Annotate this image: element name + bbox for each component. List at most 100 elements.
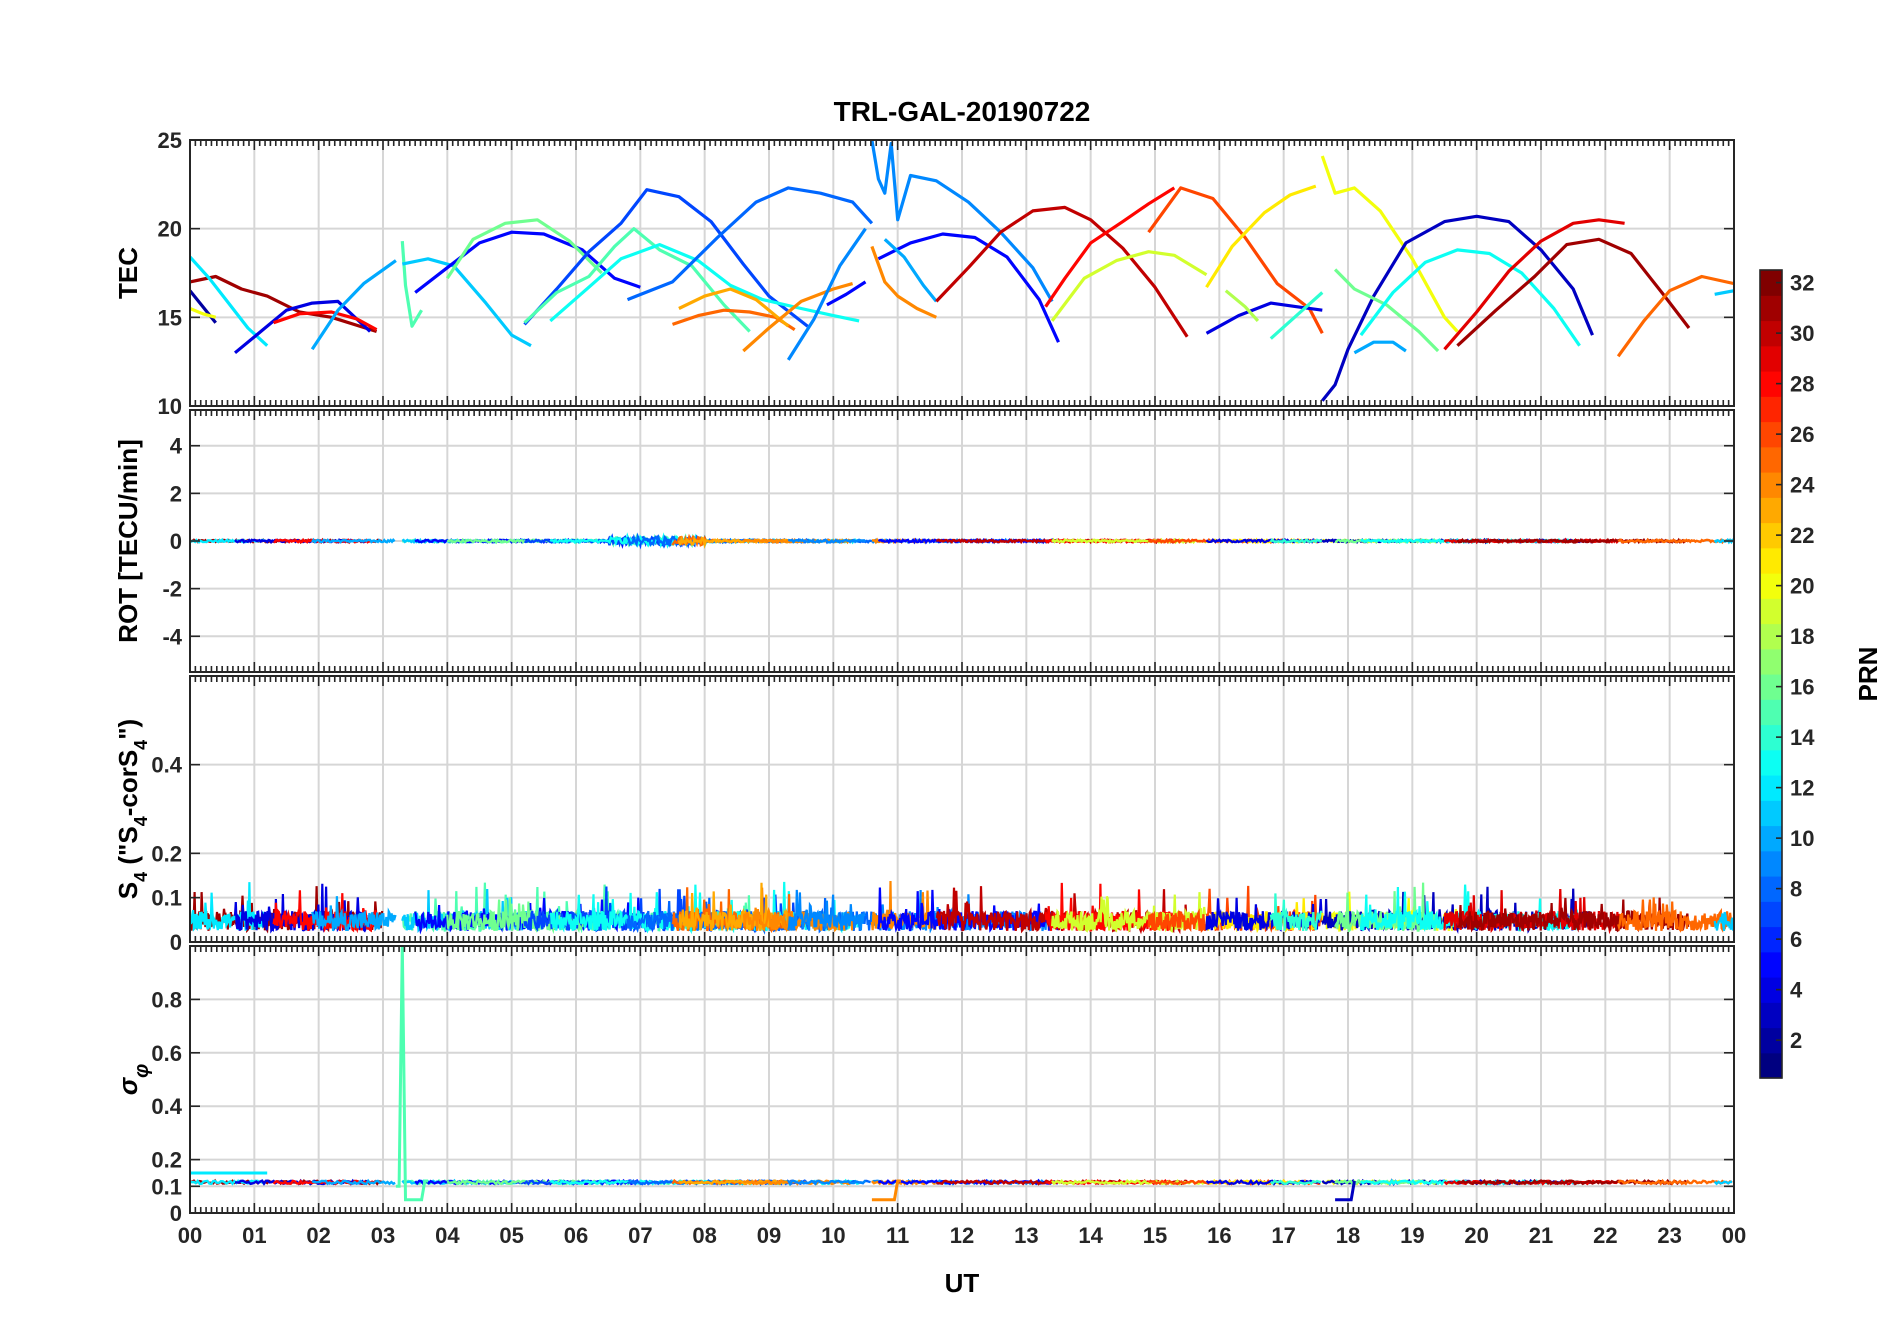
tec-track-prn-24 — [742, 282, 854, 353]
colorbar-step — [1760, 901, 1782, 928]
colorbar-step — [1760, 320, 1782, 347]
x-ticks — [189, 410, 1735, 672]
y-axis-label: TEC — [113, 247, 143, 299]
tec-track-prn-19 — [1050, 250, 1208, 322]
colorbar-tick-label: 2 — [1790, 1028, 1802, 1053]
tec-track-prn-8 — [626, 186, 874, 302]
colorbar-step — [1760, 648, 1782, 675]
x-tick-label: 13 — [1014, 1223, 1038, 1248]
y-tick-label: 0.2 — [151, 841, 182, 866]
tec-track-prn-12 — [190, 255, 269, 347]
colorbar-step — [1760, 1027, 1782, 1054]
colorbar-step — [1760, 270, 1782, 296]
x-tick-label: 14 — [1078, 1223, 1103, 1248]
s4-series-prn-14 — [1269, 893, 1323, 931]
tec-track-prn-31 — [1456, 237, 1691, 347]
y-tick-label: 0.1 — [151, 886, 182, 911]
tec-track-prn-5 — [414, 230, 641, 294]
gridlines — [190, 946, 1734, 1213]
y-tick-label: 2 — [170, 481, 182, 506]
tec-track-prn-18 — [1224, 289, 1260, 322]
colorbar-tick-label: 6 — [1790, 927, 1802, 952]
x-ticks — [189, 140, 1735, 406]
tec-track-prn-5 — [877, 232, 1060, 343]
s4-series-prn-10 — [311, 896, 397, 932]
colorbar-step — [1760, 775, 1782, 801]
sigma-phi-series-prn-9 — [787, 1179, 867, 1187]
series-layer — [190, 880, 1734, 935]
x-tick-label: 08 — [692, 1223, 716, 1248]
colorbar-tick-label: 22 — [1790, 523, 1814, 548]
gridlines — [190, 140, 1734, 406]
y-tick-label: 10 — [158, 394, 182, 419]
panel-2: -4 -2 0 2 4 ROT [TECU/min] — [113, 409, 1735, 673]
s4-series-prn-25 — [1617, 897, 1734, 933]
colorbar-tick-label: 24 — [1790, 473, 1815, 498]
colorbar-step — [1760, 345, 1782, 372]
colorbar-tick-label: 28 — [1790, 372, 1814, 397]
tec-track-prn-3 — [1321, 214, 1594, 402]
y-tick-label: 25 — [158, 128, 182, 153]
y-ticks: 10 15 20 25 — [158, 128, 1734, 419]
x-tick-label: 21 — [1529, 1223, 1553, 1248]
tec-track-prn-21 — [1205, 184, 1317, 289]
x-tick-label: 15 — [1143, 1223, 1167, 1248]
x-tick-label: 06 — [564, 1223, 588, 1248]
colorbar-step — [1760, 573, 1782, 599]
sigma-phi-series-prn-10 — [311, 1178, 396, 1186]
tec-track-prn-5 — [826, 280, 867, 307]
series-layer — [190, 946, 1733, 1202]
colorbar-step — [1760, 850, 1782, 877]
x-tick-label: 05 — [499, 1223, 523, 1248]
colorbar-tick-label: 18 — [1790, 624, 1814, 649]
colorbar-frame — [1759, 269, 1783, 1079]
tec-track-prn-25 — [1616, 274, 1734, 358]
sigma-phi-series-prn-12 — [190, 1178, 266, 1186]
tec-track-prn-28 — [273, 310, 378, 332]
tec-track-prn-11 — [1714, 289, 1734, 296]
y-ticks: -4 -2 0 2 4 — [162, 434, 1734, 649]
y-tick-label: 15 — [158, 305, 182, 330]
x-tick-label: 23 — [1657, 1223, 1681, 1248]
sigma-phi-series-prn-16 — [446, 1178, 601, 1186]
colorbar-step — [1760, 926, 1782, 953]
tec-track-prn-13 — [1359, 248, 1581, 347]
x-tick-label: 17 — [1271, 1223, 1295, 1248]
colorbar-step — [1760, 547, 1782, 574]
colorbar-step — [1760, 674, 1782, 700]
tec-track-prn-11 — [401, 257, 532, 348]
x-tick-label: 11 — [886, 1223, 909, 1248]
colorbar-label: PRN — [1853, 647, 1883, 702]
colorbar-tick-label: 16 — [1790, 675, 1814, 700]
x-tick-label: 20 — [1464, 1223, 1488, 1248]
colorbar-step — [1760, 623, 1782, 650]
colorbar-tick-label: 8 — [1790, 877, 1802, 902]
colorbar-step — [1760, 749, 1782, 776]
sigma-phi-series-prn-25 — [1617, 1178, 1733, 1186]
y-tick-label: 0.2 — [151, 1148, 182, 1173]
colorbar-tick-label: 14 — [1790, 725, 1815, 750]
gridlines — [190, 676, 1734, 942]
tec-track-prn-15 — [523, 227, 751, 333]
colorbar-step — [1760, 472, 1782, 498]
x-tick-label: 03 — [371, 1223, 395, 1248]
tec-track-prn-16 — [445, 218, 603, 280]
sigma-phi-series-prn-14 — [1270, 1179, 1322, 1186]
y-tick-label: 0.4 — [151, 1094, 182, 1119]
x-axis-label: UT — [945, 1268, 980, 1298]
tec-track-prn-28 — [1044, 186, 1176, 308]
colorbar-step — [1760, 825, 1782, 852]
colorbar-step — [1760, 876, 1782, 902]
y-tick-label: -2 — [162, 577, 182, 602]
colorbar-step — [1760, 1052, 1782, 1079]
x-ticks — [189, 946, 1735, 1213]
tec-track-prn-10 — [310, 259, 397, 351]
y-tick-label: 4 — [170, 434, 183, 459]
sigma-phi-feature-prn-3 — [1335, 1180, 1356, 1202]
tec-track-prn-16 — [1333, 268, 1440, 353]
colorbar-tick-label: 20 — [1790, 574, 1814, 599]
y-tick-label: -4 — [162, 624, 182, 649]
colorbar-step — [1760, 295, 1782, 322]
s4-series-prn-16 — [446, 897, 603, 935]
